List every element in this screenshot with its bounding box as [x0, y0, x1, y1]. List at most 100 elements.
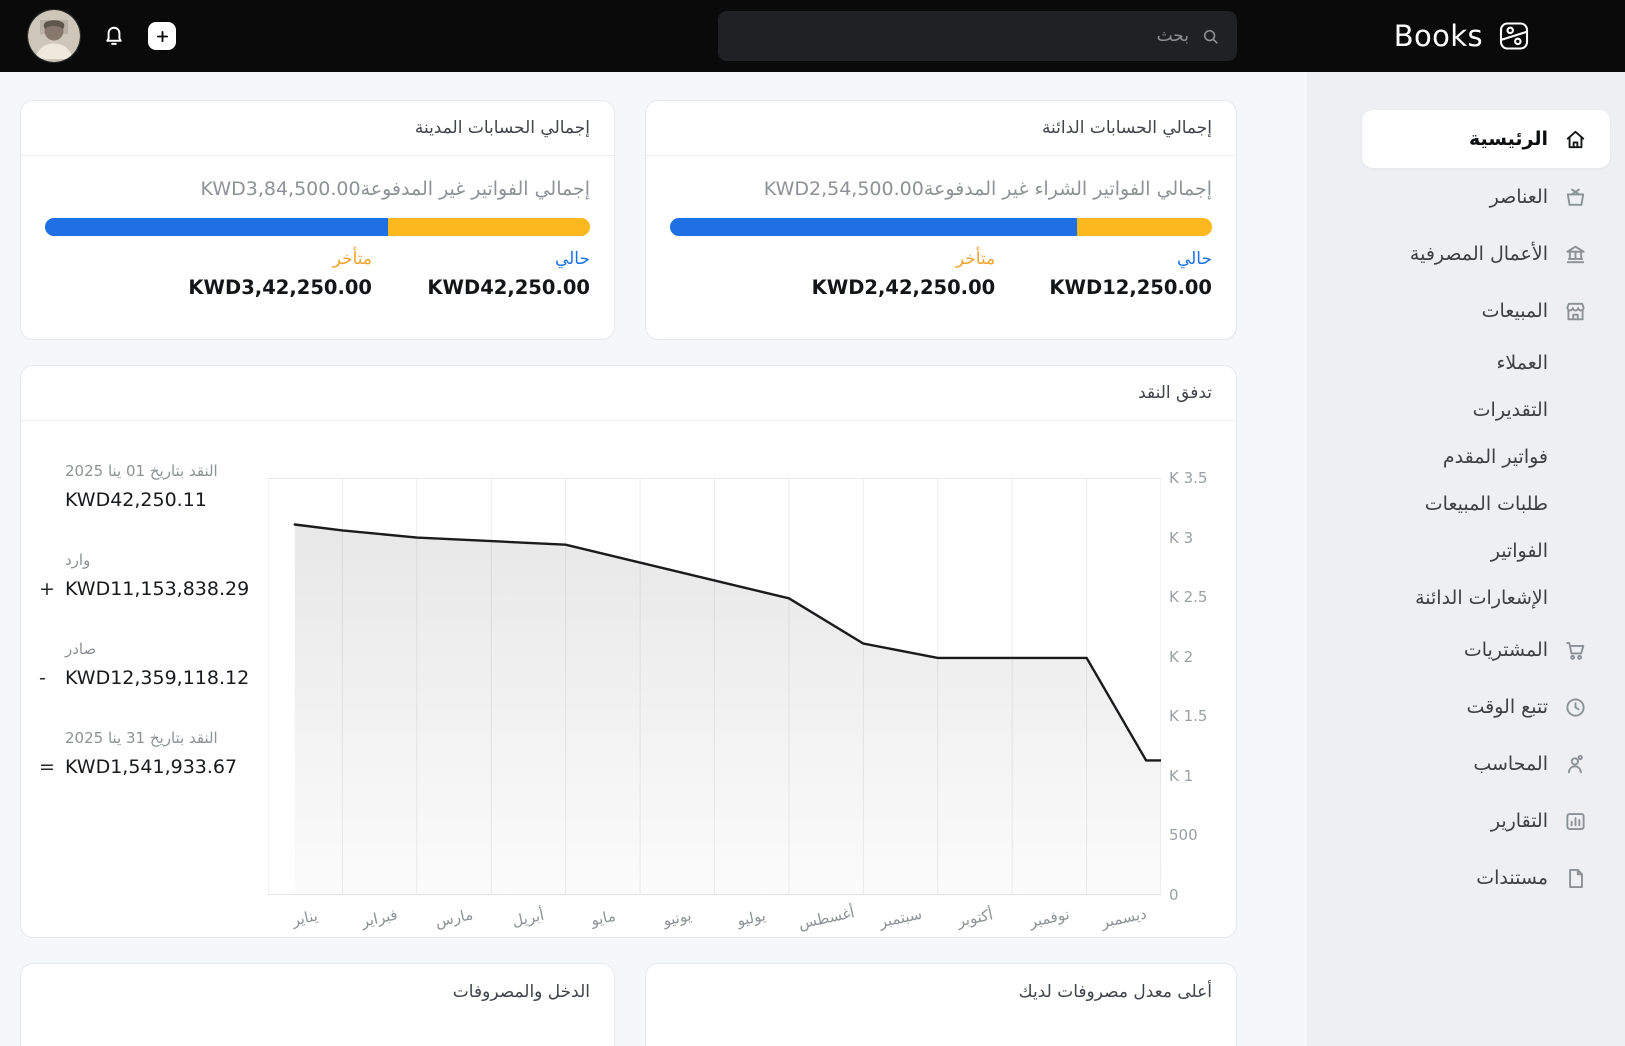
sidebar-item-2[interactable]: الأعمال المصرفية [1362, 226, 1610, 282]
stat-label: وارد [65, 551, 91, 569]
y-tick-label: K 1.5 [1169, 707, 1208, 726]
user-avatar[interactable] [28, 10, 80, 62]
topbar: Books [0, 0, 1625, 72]
books-logo-icon [1496, 18, 1532, 54]
x-tick-label: نوفمبر [1027, 904, 1072, 932]
sidebar-item-10[interactable]: المشتريات [1362, 622, 1610, 678]
receivables-bar-overdue [388, 218, 590, 236]
stat-amount: KWD11,153,838.29 [65, 578, 250, 600]
x-tick-label: مايو [589, 906, 617, 930]
stat-operator: - [39, 667, 46, 689]
x-tick-label: فبراير [359, 905, 400, 931]
current-amount: KWD12,250.00 [1049, 276, 1212, 299]
cashflow-stat-1: وارد + KWD11,153,838.29 [39, 551, 271, 600]
payables-bar-current [670, 218, 1077, 236]
current-label: حالي [554, 249, 590, 269]
cashflow-stat-3: النقد بتاريخ 31 ينا 2025 = KWD1,541,933.67 [39, 729, 271, 778]
main-content: إجمالي الحسابات المدينة إجمالي الفواتير … [0, 72, 1307, 1046]
cashflow-chart-svg [268, 478, 1161, 895]
documents-icon [1563, 866, 1588, 891]
cashflow-stat-0: النقد بتاريخ 01 ينا 2025 KWD42,250.11 [39, 462, 271, 511]
bell-icon[interactable] [101, 23, 127, 49]
brand: Books [1394, 0, 1532, 72]
x-tick-label: سبتمبر [877, 904, 924, 932]
payables-card: إجمالي الحسابات الدائنة إجمالي الفواتير … [645, 100, 1237, 340]
topbar-actions [28, 0, 176, 72]
sidebar-item-label: العملاء [1496, 352, 1549, 374]
search-bar [718, 11, 1237, 61]
sidebar-nav: الرئيسية العناصر الأعمال المصرفية المبيعات ا… [1307, 72, 1625, 1046]
sidebar-item-1[interactable]: العناصر [1362, 169, 1610, 225]
sidebar-item-12[interactable]: المحاسب [1362, 736, 1610, 792]
x-tick-label: يونيو [661, 906, 694, 930]
search-input[interactable] [734, 25, 1191, 47]
stat-value: = KWD1,541,933.67 [39, 756, 271, 778]
income-expense-title: الدخل والمصروفات [452, 981, 590, 1002]
sidebar-item-8[interactable]: الفواتير [1362, 528, 1610, 574]
overdue-amount: KWD3,42,250.00 [188, 276, 372, 299]
x-tick-label: أغسطس [796, 903, 856, 933]
payables-current-group: حالي KWD12,250.00 [995, 249, 1212, 299]
sidebar-item-label: طلبات المبيعات [1424, 493, 1548, 515]
payables-subtitle-amount: KWD2,54,500.00 [763, 178, 924, 200]
x-tick-label: أبريل [510, 905, 547, 931]
payables-bar-overdue [1076, 218, 1212, 236]
x-tick-label: ديسمبر [1099, 904, 1149, 932]
basket-icon [1563, 185, 1588, 210]
sidebar-item-3[interactable]: المبيعات [1362, 283, 1610, 339]
sidebar-item-label: مستندات [1476, 867, 1548, 889]
top-expenses-title: أعلى معدل مصروفات لديك [1018, 981, 1212, 1002]
cart-icon [1563, 638, 1588, 663]
bank-icon [1563, 242, 1588, 267]
sidebar-item-label: المحاسب [1473, 753, 1548, 775]
add-button[interactable] [148, 22, 176, 50]
y-tick-label: 500 [1169, 826, 1198, 845]
reports-icon [1563, 809, 1588, 834]
x-tick-label: يوليو [735, 906, 768, 930]
sidebar-item-label: الرئيسية [1469, 128, 1548, 150]
stat-label: النقد بتاريخ 31 ينا 2025 [65, 729, 218, 747]
sidebar-item-13[interactable]: التقارير [1362, 793, 1610, 849]
sidebar-item-7[interactable]: طلبات المبيعات [1362, 481, 1610, 527]
income-expense-card: الدخل والمصروفات [20, 963, 615, 1046]
receivables-title: إجمالي الحسابات المدينة [21, 101, 614, 156]
sidebar-item-label: التقارير [1490, 810, 1548, 832]
sidebar-item-6[interactable]: فواتير المقدم [1362, 434, 1610, 480]
x-tick-label: يناير [290, 906, 320, 930]
accountant-icon [1563, 752, 1588, 777]
store-icon [1563, 299, 1588, 324]
stat-operator: + [39, 578, 55, 600]
plus-icon [154, 28, 171, 45]
stat-amount: KWD42,250.11 [65, 489, 207, 511]
sidebar-item-label: فواتير المقدم [1442, 446, 1548, 468]
sidebar-item-14[interactable]: مستندات [1362, 850, 1610, 906]
overdue-amount: KWD2,42,250.00 [811, 276, 996, 299]
stat-label: صادر [65, 640, 97, 658]
sidebar-item-4[interactable]: العملاء [1362, 340, 1610, 386]
sidebar-item-label: العناصر [1489, 186, 1548, 208]
receivables-subtitle: إجمالي الفواتير غير المدفوعةKWD3,84,500.… [200, 178, 590, 200]
search-icon [1200, 26, 1221, 47]
overdue-label: متأخر [955, 249, 996, 269]
sidebar-item-label: الأعمال المصرفية [1409, 243, 1548, 265]
receivables-card: إجمالي الحسابات المدينة إجمالي الفواتير … [20, 100, 615, 340]
sidebar-item-5[interactable]: التقديرات [1362, 387, 1610, 433]
sidebar-item-11[interactable]: تتبع الوقت [1362, 679, 1610, 735]
y-tick-label: K 2 [1169, 647, 1194, 666]
receivables-current-group: حالي KWD42,250.00 [372, 249, 590, 299]
sidebar-item-label: التقديرات [1472, 399, 1548, 421]
payables-subtitle: إجمالي الفواتير الشراء غير المدفوعةKWD2,… [763, 178, 1212, 200]
stat-value: + KWD11,153,838.29 [39, 578, 271, 600]
cashflow-card: تدفق النقد النقد بتاريخ 01 ينا 2025 KWD42… [20, 365, 1237, 938]
receivables-bar-current [45, 218, 389, 236]
sidebar-item-label: المشتريات [1463, 639, 1548, 661]
sidebar-item-9[interactable]: الإشعارات الدائنة [1362, 575, 1610, 621]
receivables-overdue-group: متأخر KWD3,42,250.00 [45, 249, 372, 299]
payables-title: إجمالي الحسابات الدائنة [646, 101, 1236, 156]
stat-amount: KWD1,541,933.67 [65, 756, 238, 778]
overdue-label: متأخر [332, 249, 372, 269]
sidebar-item-0[interactable]: الرئيسية [1362, 110, 1610, 168]
y-tick-label: K 3 [1169, 528, 1194, 547]
payables-overdue-group: متأخر KWD2,42,250.00 [670, 249, 996, 299]
